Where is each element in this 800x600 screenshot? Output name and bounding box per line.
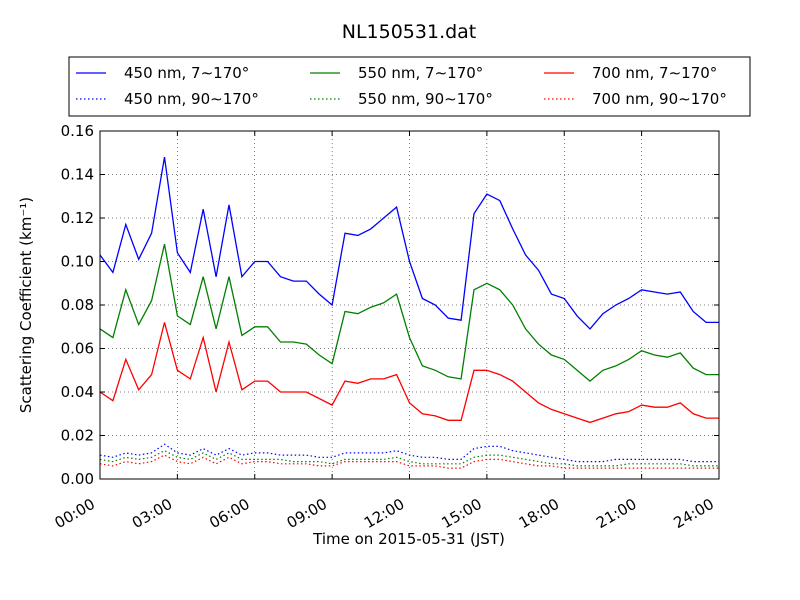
x-tick-label: 03:00 [129, 495, 175, 532]
plot-series [99, 156, 719, 469]
legend-label: 700 nm, 90∼170° [592, 90, 727, 108]
y-tick-label: 0.10 [61, 253, 94, 271]
x-axis-label: Time on 2015-05-31 (JST) [312, 530, 505, 548]
series-line-4 [99, 450, 719, 467]
legend [68, 56, 751, 117]
series-line-5 [99, 322, 719, 424]
y-tick-label: 0.04 [61, 383, 94, 401]
legend-label: 550 nm, 90∼170° [358, 90, 493, 108]
series-line-6 [99, 454, 719, 469]
y-tick-label: 0.00 [61, 470, 94, 488]
y-tick-label: 0.08 [61, 296, 94, 314]
series-line-1 [99, 156, 719, 330]
grid [99, 130, 720, 480]
y-tick-label: 0.02 [61, 427, 94, 445]
legend-entries: 450 nm, 7∼170° 450 nm, 90∼170° 550 nm, 7∼1… [76, 64, 727, 108]
legend-label: 450 nm, 7∼170° [124, 64, 249, 82]
x-tick-label: 24:00 [671, 495, 717, 532]
y-axis-label: Scattering Coefficient (km⁻¹) [17, 197, 35, 413]
axis-ticks: 00:00 03:00 06:00 09:00 12:00 15:00 18:00 21:00… [52, 122, 720, 532]
y-tick-label: 0.16 [61, 122, 94, 140]
x-tick-label: 06:00 [206, 495, 252, 532]
chart-title: NL150531.dat [342, 21, 477, 43]
y-tick-label: 0.06 [61, 340, 94, 358]
legend-label: 700 nm, 7∼170° [592, 64, 717, 82]
legend-label: 550 nm, 7∼170° [358, 64, 483, 82]
series-line-3 [99, 243, 719, 382]
legend-label: 450 nm, 90∼170° [124, 90, 259, 108]
x-tick-label: 18:00 [516, 495, 562, 532]
x-tick-label: 09:00 [284, 495, 330, 532]
y-tick-label: 0.12 [61, 209, 94, 227]
x-tick-label: 12:00 [361, 495, 407, 532]
x-tick-label: 21:00 [593, 495, 639, 532]
series-line-2 [99, 443, 719, 463]
y-tick-label: 0.14 [61, 166, 94, 184]
x-tick-label: 15:00 [438, 495, 484, 532]
x-tick-label: 00:00 [52, 495, 98, 532]
